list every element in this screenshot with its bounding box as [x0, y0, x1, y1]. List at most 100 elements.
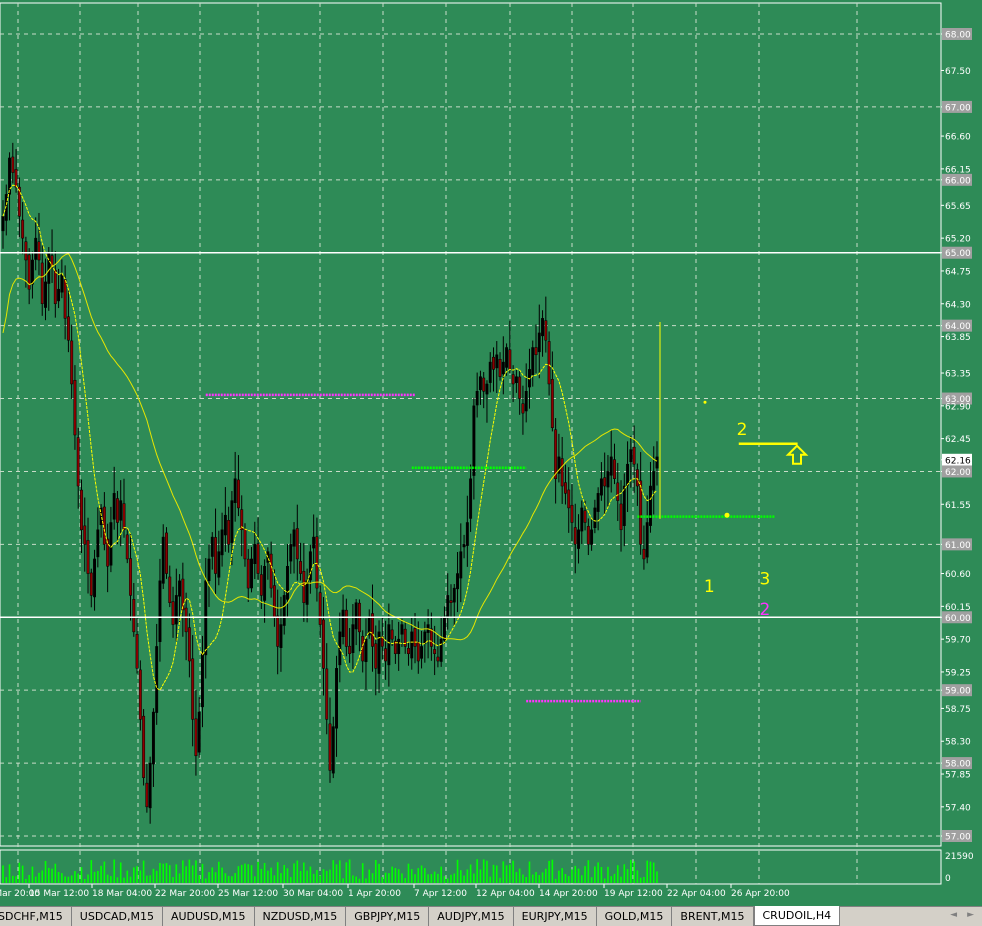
candle-body	[596, 493, 600, 512]
candle-body	[488, 361, 492, 383]
candle-body	[73, 380, 77, 436]
candle-body	[210, 536, 214, 557]
candle-body	[138, 669, 142, 720]
candle-body	[371, 613, 374, 647]
price-chart[interactable]: 123268.0067.5067.0066.6066.1566.0065.656…	[0, 0, 982, 906]
candle-body	[521, 403, 525, 414]
tab-gbpjpy-m15[interactable]: GBPJPY,M15	[346, 907, 430, 926]
candle-body	[465, 522, 469, 546]
candle-body	[263, 565, 267, 601]
candle-body	[495, 354, 499, 369]
candle-body	[410, 631, 414, 659]
candle-body	[233, 478, 237, 503]
level-box	[942, 830, 972, 842]
candles-group	[1, 142, 659, 824]
candle-body	[459, 551, 463, 579]
scroll-left-icon[interactable]: ◄	[950, 910, 958, 920]
candle-body	[344, 609, 348, 647]
candle-body	[253, 544, 257, 565]
candle-body	[652, 471, 656, 491]
price-axis-label: 66.15	[945, 165, 971, 175]
candle-body	[501, 361, 505, 375]
tab-gold-m15[interactable]: GOLD,M15	[597, 907, 673, 926]
tab-usdcad-m15[interactable]: USDCAD,M15	[72, 907, 163, 926]
price-axis-label: 65.65	[945, 202, 971, 212]
price-axis-label: 64.30	[945, 300, 971, 310]
candle-body	[626, 463, 630, 486]
candle-body	[331, 726, 335, 774]
candle-body	[272, 585, 276, 618]
time-axis-label: 18 Mar 04:00	[92, 889, 152, 899]
candle-body	[603, 477, 607, 487]
candle-body	[485, 383, 489, 395]
tab-crudoil-h4[interactable]: CRUDOIL,H4	[753, 906, 841, 926]
candle-body	[132, 599, 136, 633]
candle-body	[616, 482, 620, 501]
candle-body	[282, 595, 286, 626]
candle-body	[498, 358, 502, 377]
price-axis-label: 60.60	[945, 570, 971, 580]
tab-nzdusd-m15[interactable]: NZDUSD,M15	[255, 907, 347, 926]
level-box	[942, 28, 972, 40]
candle-body	[511, 374, 515, 385]
candle-body	[34, 237, 38, 260]
candle-body	[570, 504, 574, 523]
time-axis-label: 22 Mar 20:00	[155, 889, 215, 899]
tab-audusd-m15[interactable]: AUDUSD,M15	[163, 907, 255, 926]
candle-body	[397, 638, 401, 655]
tab-usdchf-m15[interactable]: USDCHF,M15	[0, 907, 72, 926]
level-box	[942, 465, 972, 478]
candle-body	[24, 241, 28, 261]
volume-frame	[0, 849, 942, 885]
price-axis-label: 68.00	[945, 31, 971, 41]
candle-body	[318, 592, 322, 625]
tab-audjpy-m15[interactable]: AUDJPY,M15	[429, 907, 514, 926]
candle-body	[11, 156, 15, 173]
candle-body	[246, 558, 250, 589]
candle-body	[148, 762, 152, 809]
candle-body	[89, 572, 93, 596]
candle-body	[338, 631, 342, 666]
moving-average-fast	[2, 184, 658, 691]
price-axis-label: 58.30	[945, 738, 971, 748]
time-axis-label: 30 Mar 04:00	[283, 889, 343, 899]
level-box	[942, 611, 972, 624]
current-price-box	[942, 453, 972, 466]
candle-body	[30, 259, 34, 285]
candle-body	[599, 478, 603, 496]
candle-body	[276, 615, 280, 647]
candle-body	[335, 668, 338, 729]
candle-body	[462, 544, 466, 548]
tab-brent-m15[interactable]: BRENT,M15	[672, 907, 754, 926]
moving-average-slow	[2, 252, 658, 641]
candle-body	[256, 543, 260, 574]
scroll-right-icon[interactable]: ►	[967, 910, 974, 920]
candle-body	[112, 493, 116, 520]
price-axis-label: 66.00	[945, 176, 971, 186]
candle-body	[21, 219, 25, 239]
candle-body	[250, 558, 253, 589]
level-box	[942, 392, 972, 405]
candle-body	[181, 578, 185, 611]
candle-body	[642, 548, 646, 560]
wave-label: 3	[759, 569, 770, 589]
candle-body	[230, 500, 234, 543]
candle-body	[420, 646, 424, 659]
candle-body	[544, 320, 548, 341]
up-arrow-icon	[785, 444, 809, 465]
candle-body	[482, 377, 486, 392]
price-axis-label: 57.00	[945, 833, 971, 843]
price-axis-label: 62.00	[945, 468, 971, 478]
candle-body	[223, 514, 227, 536]
tab-eurjpy-m15[interactable]: EURJPY,M15	[514, 907, 597, 926]
price-axis-label: 66.60	[945, 133, 971, 143]
signal-dot	[724, 512, 730, 518]
candle-body	[8, 157, 11, 195]
candle-body	[269, 553, 273, 589]
level-box	[942, 246, 972, 259]
candle-body	[508, 349, 512, 370]
wave-label: 1	[704, 577, 715, 597]
price-axis-label: 57.85	[945, 771, 971, 781]
candle-body	[390, 629, 394, 640]
